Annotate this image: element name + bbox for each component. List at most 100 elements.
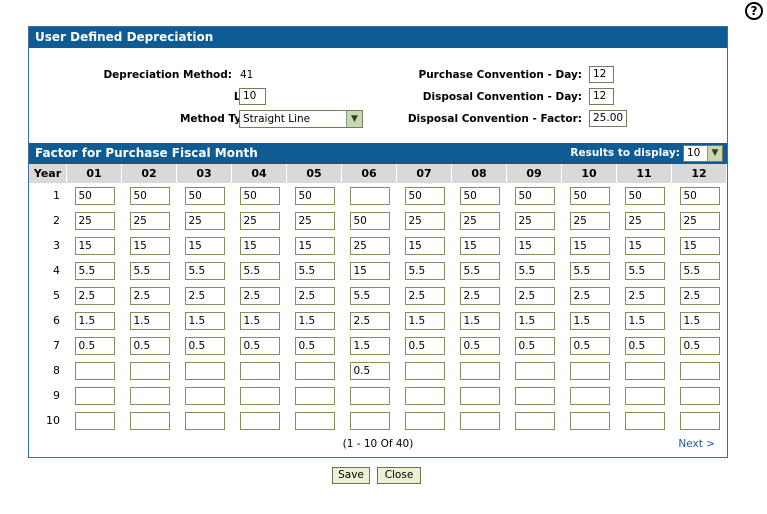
method-type-select[interactable]: Straight Line ▼ — [239, 110, 363, 128]
factor-input[interactable]: 1.5 — [404, 311, 445, 330]
factor-input[interactable] — [624, 411, 665, 430]
factor-input[interactable] — [74, 386, 115, 405]
factor-input[interactable] — [349, 411, 390, 430]
factor-input[interactable]: 25 — [349, 236, 390, 255]
factor-input[interactable]: 1.5 — [569, 311, 610, 330]
factor-input[interactable]: 15 — [294, 236, 335, 255]
disposal-day-input[interactable]: 12 — [589, 88, 614, 105]
factor-input[interactable]: 25 — [459, 211, 500, 230]
factor-input[interactable]: 25 — [679, 211, 720, 230]
factor-input[interactable] — [294, 386, 335, 405]
factor-input[interactable]: 5.5 — [294, 261, 335, 280]
factor-input[interactable] — [294, 361, 335, 380]
factor-input[interactable]: 5.5 — [404, 261, 445, 280]
factor-input[interactable]: 25 — [184, 211, 225, 230]
factor-input[interactable]: 50 — [404, 186, 445, 205]
factor-input[interactable] — [129, 411, 170, 430]
factor-input[interactable]: 2.5 — [624, 286, 665, 305]
factor-input[interactable]: 50 — [679, 186, 720, 205]
factor-input[interactable]: 2.5 — [679, 286, 720, 305]
factor-input[interactable] — [404, 411, 445, 430]
factor-input[interactable]: 15 — [514, 236, 555, 255]
factor-input[interactable] — [514, 411, 555, 430]
factor-input[interactable]: 2.5 — [514, 286, 555, 305]
factor-input[interactable]: 5.5 — [624, 261, 665, 280]
factor-input[interactable] — [679, 361, 720, 380]
factor-input[interactable] — [349, 186, 390, 205]
factor-input[interactable]: 50 — [184, 186, 225, 205]
factor-input[interactable]: 2.5 — [349, 311, 390, 330]
factor-input[interactable]: 15 — [74, 236, 115, 255]
factor-input[interactable] — [184, 411, 225, 430]
factor-input[interactable]: 15 — [349, 261, 390, 280]
factor-input[interactable]: 2.5 — [569, 286, 610, 305]
factor-input[interactable]: 25 — [569, 211, 610, 230]
factor-input[interactable] — [129, 386, 170, 405]
factor-input[interactable]: 5.5 — [679, 261, 720, 280]
factor-input[interactable]: 5.5 — [129, 261, 170, 280]
factor-input[interactable] — [679, 411, 720, 430]
factor-input[interactable] — [74, 411, 115, 430]
factor-input[interactable]: 15 — [129, 236, 170, 255]
factor-input[interactable] — [74, 361, 115, 380]
factor-input[interactable] — [404, 361, 445, 380]
next-page-link[interactable]: Next > — [678, 438, 715, 450]
factor-input[interactable]: 50 — [569, 186, 610, 205]
factor-input[interactable]: 0.5 — [349, 361, 390, 380]
purchase-day-input[interactable]: 12 — [589, 66, 614, 83]
factor-input[interactable]: 2.5 — [294, 286, 335, 305]
factor-input[interactable]: 2.5 — [74, 286, 115, 305]
factor-input[interactable]: 2.5 — [184, 286, 225, 305]
factor-input[interactable] — [459, 361, 500, 380]
factor-input[interactable]: 15 — [184, 236, 225, 255]
factor-input[interactable]: 0.5 — [624, 336, 665, 355]
factor-input[interactable]: 50 — [294, 186, 335, 205]
factor-input[interactable]: 25 — [129, 211, 170, 230]
chevron-down-icon[interactable]: ▼ — [707, 146, 722, 161]
factor-input[interactable]: 0.5 — [569, 336, 610, 355]
factor-input[interactable]: 25 — [294, 211, 335, 230]
factor-input[interactable]: 2.5 — [239, 286, 280, 305]
factor-input[interactable]: 0.5 — [404, 336, 445, 355]
factor-input[interactable] — [239, 411, 280, 430]
factor-input[interactable]: 15 — [569, 236, 610, 255]
factor-input[interactable]: 15 — [404, 236, 445, 255]
results-to-display-select[interactable]: 10 ▼ — [683, 145, 723, 162]
factor-input[interactable]: 25 — [624, 211, 665, 230]
factor-input[interactable]: 50 — [514, 186, 555, 205]
factor-input[interactable]: 50 — [349, 211, 390, 230]
life-input[interactable]: 10 — [239, 88, 266, 105]
factor-input[interactable]: 1.5 — [239, 311, 280, 330]
factor-input[interactable]: 1.5 — [624, 311, 665, 330]
factor-input[interactable]: 25 — [404, 211, 445, 230]
factor-input[interactable]: 15 — [624, 236, 665, 255]
factor-input[interactable] — [569, 386, 610, 405]
factor-input[interactable]: 0.5 — [239, 336, 280, 355]
factor-input[interactable]: 5.5 — [239, 261, 280, 280]
factor-input[interactable]: 0.5 — [74, 336, 115, 355]
factor-input[interactable]: 2.5 — [404, 286, 445, 305]
disposal-factor-input[interactable]: 25.00 — [589, 110, 627, 127]
factor-input[interactable]: 25 — [514, 211, 555, 230]
factor-input[interactable] — [184, 386, 225, 405]
factor-input[interactable] — [569, 411, 610, 430]
factor-input[interactable]: 15 — [239, 236, 280, 255]
factor-input[interactable]: 50 — [459, 186, 500, 205]
factor-input[interactable] — [239, 386, 280, 405]
factor-input[interactable]: 50 — [129, 186, 170, 205]
factor-input[interactable] — [624, 386, 665, 405]
factor-input[interactable] — [184, 361, 225, 380]
factor-input[interactable]: 1.5 — [184, 311, 225, 330]
factor-input[interactable] — [129, 361, 170, 380]
factor-input[interactable] — [679, 386, 720, 405]
factor-input[interactable] — [514, 361, 555, 380]
factor-input[interactable] — [239, 361, 280, 380]
factor-input[interactable]: 25 — [239, 211, 280, 230]
factor-input[interactable]: 50 — [239, 186, 280, 205]
factor-input[interactable]: 5.5 — [184, 261, 225, 280]
help-icon[interactable]: ? — [745, 2, 763, 20]
factor-input[interactable]: 1.5 — [679, 311, 720, 330]
factor-input[interactable] — [624, 361, 665, 380]
factor-input[interactable]: 0.5 — [514, 336, 555, 355]
factor-input[interactable]: 5.5 — [514, 261, 555, 280]
